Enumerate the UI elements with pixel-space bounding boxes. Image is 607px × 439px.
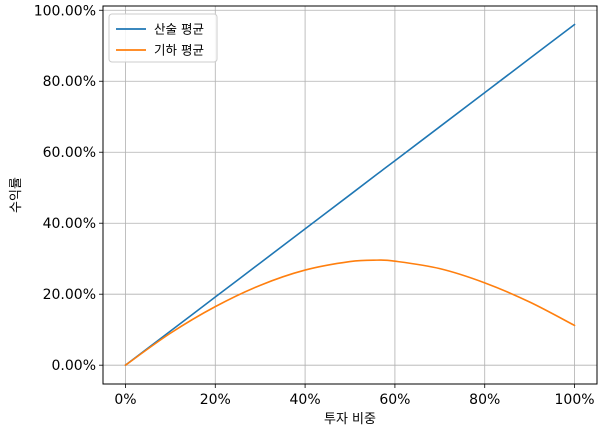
grid bbox=[103, 6, 597, 384]
x-axis-label: 투자 비중 bbox=[324, 412, 376, 427]
y-tick-label: 40.00% bbox=[43, 216, 96, 232]
x-tick-label: 60% bbox=[379, 392, 410, 408]
x-tick-label: 80% bbox=[469, 392, 500, 408]
y-tick-label: 0.00% bbox=[52, 358, 96, 374]
y-axis-label: 수익률 bbox=[9, 177, 24, 213]
series-lines bbox=[124, 23, 576, 366]
axis-ticks: 0% 20% 40% 60% 80% 100% 0.00% 20.00% 40.00% 60.00… bbox=[34, 3, 595, 408]
x-tick-label: 20% bbox=[200, 392, 231, 408]
y-tick-label: 100.00% bbox=[34, 3, 96, 19]
series-line-2 bbox=[124, 259, 576, 366]
x-tick-label: 0% bbox=[114, 392, 136, 408]
x-tick-label: 100% bbox=[555, 392, 595, 408]
y-tick-label: 60.00% bbox=[43, 145, 96, 161]
series-line-1 bbox=[124, 23, 576, 366]
y-tick-label: 20.00% bbox=[43, 287, 96, 303]
legend-label: 산술 평균 bbox=[154, 22, 204, 37]
x-tick-label: 40% bbox=[290, 392, 321, 408]
y-tick-label: 80.00% bbox=[43, 74, 96, 90]
plot-frame bbox=[102, 5, 598, 385]
legend-label: 기하 평균 bbox=[154, 43, 204, 58]
